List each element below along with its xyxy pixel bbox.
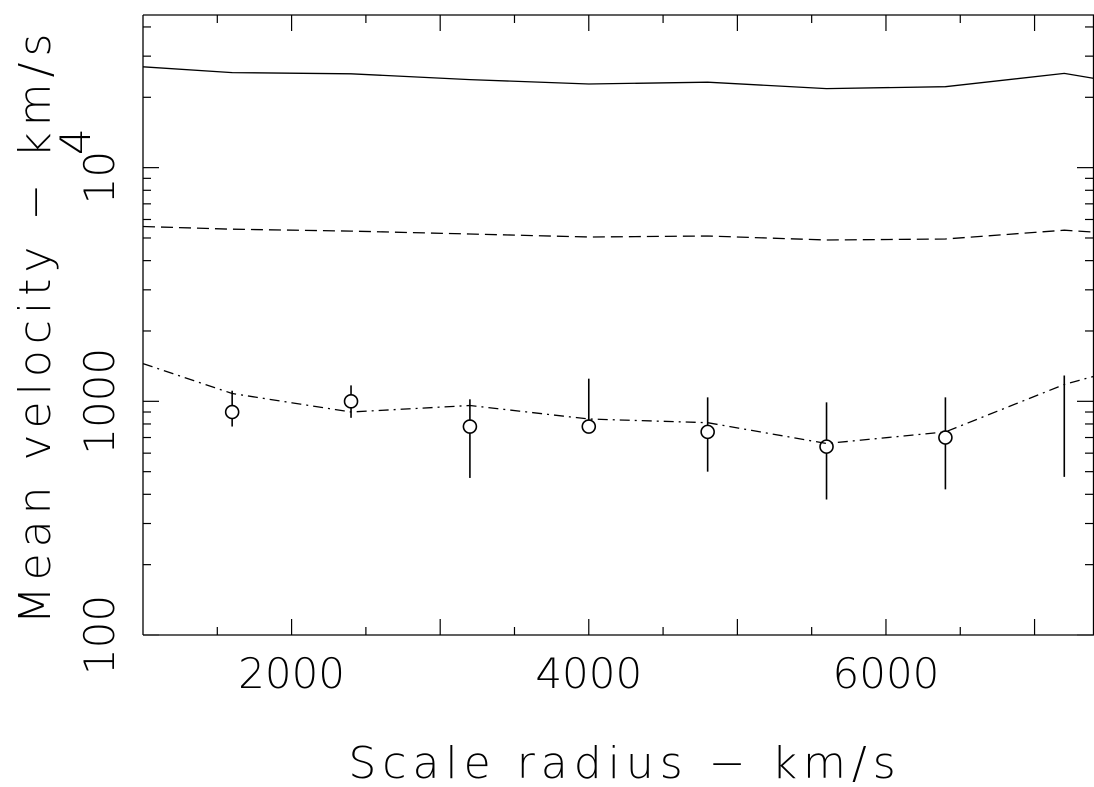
x-tick-label: 4000 (535, 649, 642, 698)
axis-ticks (143, 15, 1093, 636)
tick-labels: 2000 4000 6000 100 1000 104 (51, 128, 939, 698)
y-tick-label: 1000 (75, 348, 124, 455)
data-point-marker (462, 419, 478, 434)
data-series (142, 66, 1094, 445)
data-point-marker (700, 424, 715, 440)
x-axis-label: Scale radius − km/s (348, 738, 901, 787)
y-tick-label-10k-exponent: 4 (51, 128, 100, 155)
y-axis-label: Mean velocity − km/s (10, 28, 61, 625)
data-point-marker (224, 404, 240, 420)
data-points (224, 375, 1066, 500)
data-point-marker (819, 439, 834, 454)
series-line-dash-dot (142, 362, 1094, 445)
plot-frame (142, 14, 1094, 636)
y-tick-label-10k-base: 10 (75, 151, 124, 204)
data-point-marker (938, 430, 953, 445)
series-line-dashed (142, 225, 1094, 241)
data-point-marker (581, 419, 597, 434)
y-tick-label-10k: 104 (51, 128, 124, 204)
data-point-marker (343, 394, 359, 409)
x-tick-label: 2000 (238, 649, 345, 698)
y-tick-label: 100 (75, 595, 124, 675)
x-tick-label: 6000 (833, 649, 940, 698)
series-line-solid (142, 66, 1094, 90)
